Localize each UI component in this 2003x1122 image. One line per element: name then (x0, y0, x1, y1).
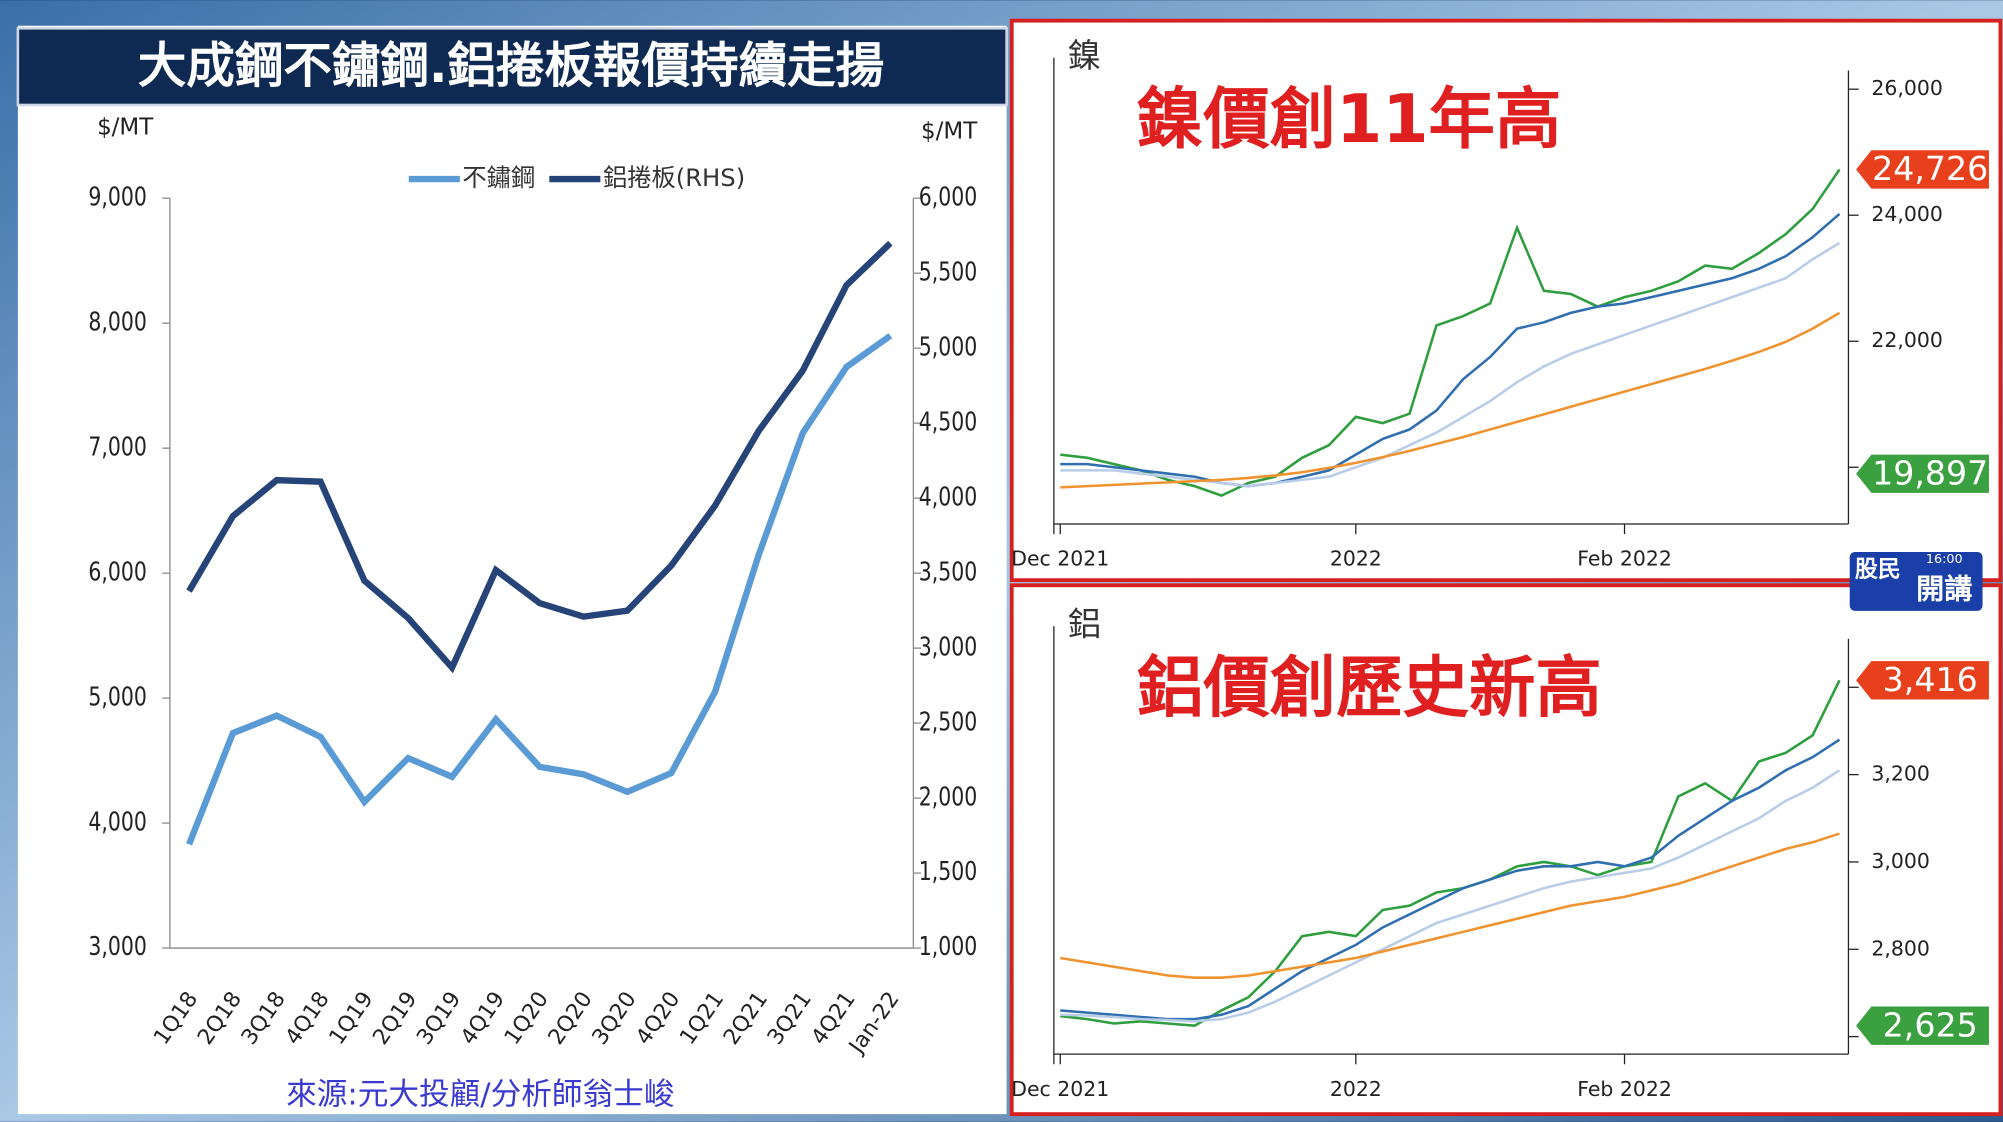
y2-tick-label: 6,000 (919, 183, 977, 212)
series-line (1060, 168, 1841, 497)
y-axis-label: $/MT (97, 114, 154, 140)
y2-tick-label: 1,500 (919, 858, 977, 887)
legend-label: 不鏽鋼 (462, 163, 535, 192)
price-tag (1856, 661, 1989, 700)
logo-box (1849, 552, 1983, 611)
price-tag (1856, 454, 1989, 493)
y-tick-label: 22,000 (1871, 328, 1942, 352)
y-tick-label: 3,200 (1871, 762, 1929, 786)
price-tag-label: 2,625 (1883, 1005, 1978, 1044)
price-tag (1856, 150, 1989, 189)
series-line (1060, 311, 1841, 489)
y-axis-label: 鋁 (1068, 605, 1101, 644)
y-tick-label: 9,000 (88, 183, 146, 212)
y-tick-label: 5,000 (88, 683, 146, 712)
y2-tick-label: 2,500 (919, 708, 977, 737)
y-axis-label: 鎳 (1068, 36, 1101, 75)
price-tag-label: 3,416 (1883, 660, 1978, 699)
series-line (1060, 738, 1841, 1021)
chart-title: 鎳價創11年高 (1137, 80, 1561, 158)
series-line (1060, 832, 1840, 979)
y-tick-label: 8,000 (88, 308, 146, 337)
source: 來源:元大投顧/分析師翁士峻 (286, 1078, 674, 1113)
x-tick-label: 2022 (1330, 547, 1382, 571)
x-tick-label: 2022 (1330, 1077, 1382, 1101)
y-tick-label: 7,000 (88, 433, 146, 462)
y-tick-label: 26,000 (1871, 76, 1942, 100)
series-line (1060, 769, 1841, 1023)
y-tick-label: 3,000 (1871, 849, 1929, 873)
logo-time: 16:00 (1926, 552, 1963, 567)
series-line (1060, 212, 1841, 488)
y-tick-label: 24,000 (1871, 202, 1942, 226)
x-tick-label: Feb 2022 (1577, 1077, 1672, 1101)
y-tick-label: 4,000 (88, 808, 146, 837)
y2-tick-label: 1,000 (919, 933, 977, 962)
x-tick-label: Feb 2022 (1577, 547, 1672, 571)
x-tick-label: Dec 2021 (1011, 547, 1109, 571)
series-line (186, 240, 893, 674)
y-tick-label: 3,000 (88, 933, 146, 962)
chart-title: 鋁價創歷史新高 (1137, 649, 1602, 727)
y2-tick-label: 4,000 (919, 483, 977, 512)
aluminium-panel (1009, 583, 2003, 1117)
y2-axis-label: $/MT (921, 118, 978, 144)
price-tag-label: 19,897 (1872, 454, 1988, 493)
y2-tick-label: 3,000 (919, 633, 977, 662)
x-tick-label: Dec 2021 (1011, 1077, 1109, 1101)
logo-text: 股民 (1855, 556, 1901, 582)
y2-tick-label: 4,500 (919, 408, 977, 437)
series-line (186, 333, 893, 846)
series-line (1060, 679, 1841, 1028)
price-tag-label: 24,726 (1872, 149, 1988, 188)
nickel-panel (1009, 18, 2003, 583)
y2-tick-label: 5,000 (919, 333, 977, 362)
logo: 股民 開講 16:00 (1849, 552, 1983, 611)
y2-tick-label: 5,500 (919, 258, 977, 287)
y2-tick-label: 2,000 (919, 783, 977, 812)
price-tag (1856, 1006, 1989, 1045)
series-line (1060, 241, 1841, 488)
header-box (16, 27, 1008, 107)
legend-label: 鋁捲板(RHS) (603, 163, 745, 192)
logo-text: 開講 (1916, 572, 1972, 605)
y-tick-label: 2,800 (1871, 936, 1929, 960)
y-tick-label: 6,000 (88, 558, 146, 587)
left-panel (17, 25, 1007, 1115)
y2-tick-label: 3,500 (919, 558, 977, 587)
header-title: 大成鋼不鏽鋼.鋁捲板報價持續走揚 (138, 38, 884, 94)
